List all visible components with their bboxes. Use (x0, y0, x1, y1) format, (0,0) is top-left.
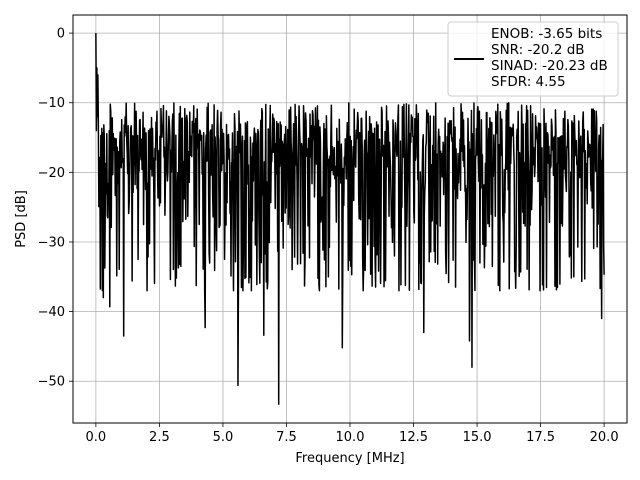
x-tick-label: 10.0 (336, 430, 365, 445)
legend-entry-sinad: SINAD: -20.23 dB (491, 58, 608, 74)
y-tick-label: −50 (38, 375, 65, 390)
y-tick-label: −40 (38, 305, 65, 320)
x-tick-label: 20.0 (590, 430, 619, 445)
y-tick-label: −20 (38, 166, 65, 181)
y-tick-label: −10 (38, 96, 65, 111)
psd-trace (95, 33, 605, 405)
x-axis-label: Frequency [MHz] (295, 451, 404, 466)
x-tick-label: 15.0 (463, 430, 492, 445)
x-tick-label: 5.0 (213, 430, 234, 445)
legend-entry-enob: ENOB: -3.65 bits (491, 26, 602, 42)
x-tick-label: 12.5 (399, 430, 428, 445)
legend-box (447, 21, 619, 97)
x-tick-label: 17.5 (526, 430, 555, 445)
y-axis-label: PSD [dB] (14, 190, 29, 248)
legend-entry-sfdr: SFDR: 4.55 (491, 74, 566, 90)
ticks: 0.0 2.5 5.0 7.5 10.0 12.5 15.0 17.5 20.0 0 −10 −20 −… (38, 27, 619, 445)
y-tick-label: 0 (57, 27, 65, 42)
legend-entry-snr: SNR: -20.2 dB (491, 42, 585, 58)
x-tick-label: 2.5 (149, 430, 170, 445)
x-tick-label: 7.5 (276, 430, 297, 445)
y-tick-label: −30 (38, 235, 65, 250)
x-tick-label: 0.0 (86, 430, 107, 445)
plot-area (95, 33, 605, 405)
legend: ENOB: -3.65 bits SNR: -20.2 dB SINAD: -2… (447, 21, 619, 97)
